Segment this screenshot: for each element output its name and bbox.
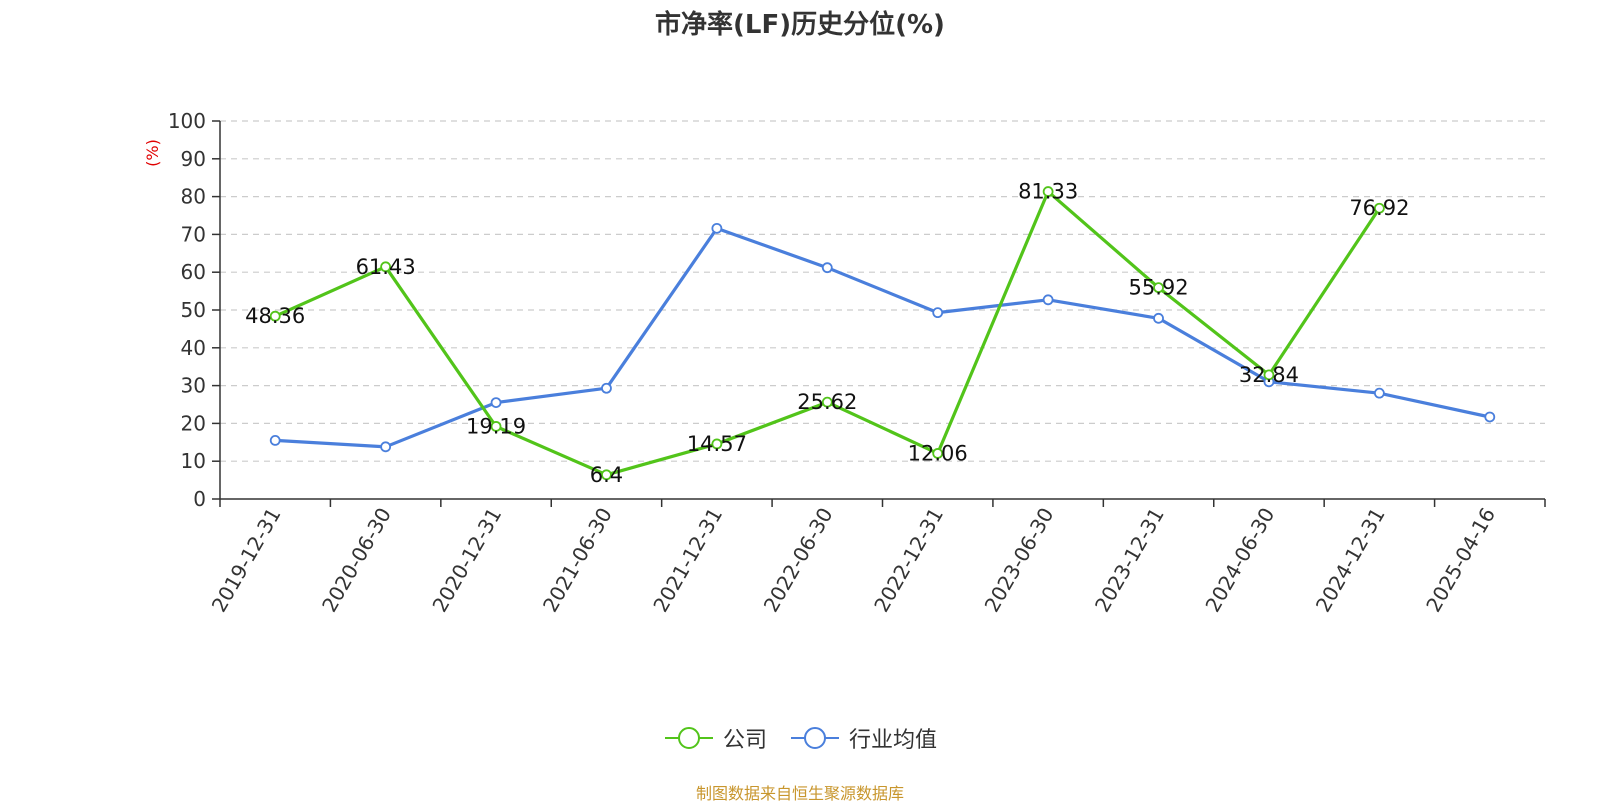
y-tick-label: 10 xyxy=(181,449,206,473)
company-data-label: 55.92 xyxy=(1128,276,1188,300)
company-data-label: 81.33 xyxy=(1018,180,1078,204)
industry-point[interactable] xyxy=(269,435,281,446)
series xyxy=(269,186,1496,481)
industry-point[interactable] xyxy=(1042,294,1054,306)
y-tick-label: 0 xyxy=(193,487,206,511)
industry-point[interactable] xyxy=(932,307,944,319)
legend-label-company: 公司 xyxy=(722,728,767,753)
x-tick-label: 2025-04-16 xyxy=(1421,504,1500,617)
company-point[interactable] xyxy=(380,261,392,273)
industry-point[interactable] xyxy=(1153,312,1164,324)
y-axis-label: (%) xyxy=(143,139,162,167)
company-point[interactable] xyxy=(1042,186,1054,197)
x-tick-label: 2021-06-30 xyxy=(538,504,617,617)
company-point[interactable] xyxy=(1263,369,1275,381)
company-data-label: 14.57 xyxy=(687,432,747,456)
company-data-label: 12.06 xyxy=(908,441,968,465)
x-tick-label: 2023-06-30 xyxy=(980,504,1059,617)
legend-label-industry: 行业均值 xyxy=(849,728,938,753)
legend-item-company[interactable]: 公司 xyxy=(663,722,767,754)
y-tick-label: 60 xyxy=(181,260,206,284)
axes: 0 10 20 30 40 50 60 70 80 90 100 2019-12-31 2020-06-… xyxy=(168,109,1546,617)
y-tick-label: 80 xyxy=(181,185,206,209)
x-tick-label: 2021-12-31 xyxy=(648,504,727,617)
legend-company-icon xyxy=(664,727,713,749)
legend: 公司 行业均值 xyxy=(0,722,1600,754)
y-tick-label: 50 xyxy=(181,298,206,322)
x-tick-label: 2022-12-31 xyxy=(869,503,948,616)
industry-point[interactable] xyxy=(380,441,392,453)
x-tick-label: 2020-12-31 xyxy=(427,503,506,616)
y-tick-label: 90 xyxy=(181,147,206,171)
y-tick-label: 40 xyxy=(181,336,206,360)
x-tick-label: 2023-12-31 xyxy=(1090,504,1169,617)
company-point[interactable] xyxy=(490,421,502,432)
y-tick-label: 20 xyxy=(181,411,206,435)
data-labels: 48.36 61.43 19.19 6.4 14.57 25.62 12.06 81.33 55… xyxy=(245,180,1409,487)
company-point[interactable] xyxy=(932,448,944,459)
company-data-label: 19.19 xyxy=(466,414,526,438)
source-note: 制图数据来自恒生聚源数据库 xyxy=(695,784,904,803)
company-data-label: 76.92 xyxy=(1349,196,1409,220)
company-data-label: 61.43 xyxy=(356,255,416,279)
x-tick-label: 2020-06-30 xyxy=(317,504,396,617)
industry-point[interactable] xyxy=(711,222,723,234)
legend-item-industry[interactable]: 行业均值 xyxy=(789,722,937,754)
company-point[interactable] xyxy=(821,396,833,408)
company-point[interactable] xyxy=(269,310,281,322)
legend-industry-icon xyxy=(791,727,839,749)
y-tick-label: 100 xyxy=(168,109,206,133)
x-tick-label: 2024-06-30 xyxy=(1200,504,1279,617)
industry-point[interactable] xyxy=(601,382,612,394)
company-data-label: 32.84 xyxy=(1239,363,1299,387)
company-point[interactable] xyxy=(601,469,612,481)
x-tick-label: 2019-12-31 xyxy=(207,504,286,617)
company-data-label: 25.62 xyxy=(797,390,857,414)
company-point[interactable] xyxy=(1153,282,1164,294)
company-data-label: 6.4 xyxy=(590,463,623,487)
industry-point[interactable] xyxy=(1373,387,1385,399)
x-tick-label: 2024-12-31 xyxy=(1311,504,1390,617)
series-line-industry xyxy=(275,226,1491,449)
grid-lines xyxy=(220,120,1545,462)
x-tick-label: 2022-06-30 xyxy=(759,504,838,617)
company-data-label: 48.36 xyxy=(245,304,305,328)
y-tick-label: 30 xyxy=(181,374,206,398)
industry-point[interactable] xyxy=(821,262,833,274)
industry-point[interactable] xyxy=(1484,411,1496,423)
company-point[interactable] xyxy=(1373,202,1385,214)
company-point[interactable] xyxy=(711,438,723,450)
industry-point[interactable] xyxy=(490,397,502,409)
chart-title: 市净率(LF)历史分位(%) xyxy=(655,10,945,40)
y-tick-label: 70 xyxy=(181,222,206,246)
